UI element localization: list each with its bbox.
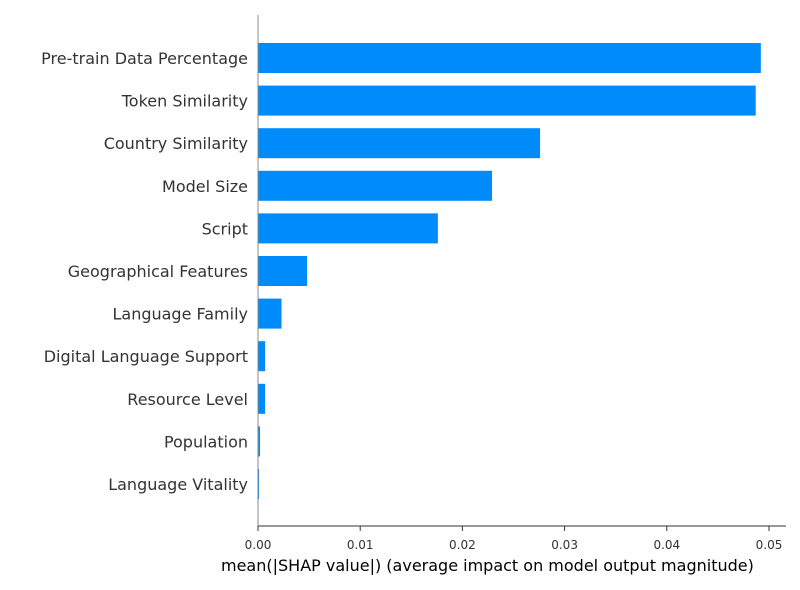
category-label-4: Script <box>202 219 248 238</box>
x-tick-label-3: 0.03 <box>551 538 578 552</box>
category-label-9: Population <box>164 432 248 451</box>
category-labels: Pre-train Data Percentage Token Similarit… <box>41 49 248 494</box>
x-tick-label-2: 0.02 <box>449 538 476 552</box>
category-label-3: Model Size <box>162 177 248 196</box>
category-label-7: Digital Language Support <box>44 347 248 366</box>
category-label-2: Country Similarity <box>104 134 248 153</box>
x-ticks: 0.00 0.01 0.02 0.03 0.04 0.05 <box>245 526 783 552</box>
bars-group <box>258 43 761 499</box>
category-label-0: Pre-train Data Percentage <box>41 49 248 68</box>
bar-1 <box>258 85 756 116</box>
category-label-8: Resource Level <box>127 390 248 409</box>
bar-5 <box>258 256 308 286</box>
x-tick-label-4: 0.04 <box>653 538 680 552</box>
x-tick-label-1: 0.01 <box>347 538 374 552</box>
bar-6 <box>258 298 282 329</box>
bar-3 <box>258 170 493 201</box>
category-label-1: Token Similarity <box>121 92 248 111</box>
x-tick-label-5: 0.05 <box>756 538 783 552</box>
bar-2 <box>258 128 541 159</box>
bar-9 <box>258 426 261 457</box>
category-label-5: Geographical Features <box>68 262 248 281</box>
category-label-10: Language Vitality <box>108 475 248 494</box>
x-axis-label: mean(|SHAP value|) (average impact on mo… <box>221 556 754 575</box>
bar-4 <box>258 213 438 244</box>
x-tick-label-0: 0.00 <box>245 538 272 552</box>
category-label-6: Language Family <box>112 305 248 324</box>
bar-8 <box>258 383 266 414</box>
bar-0 <box>258 43 761 73</box>
bar-10 <box>258 469 260 499</box>
bar-7 <box>258 341 266 372</box>
